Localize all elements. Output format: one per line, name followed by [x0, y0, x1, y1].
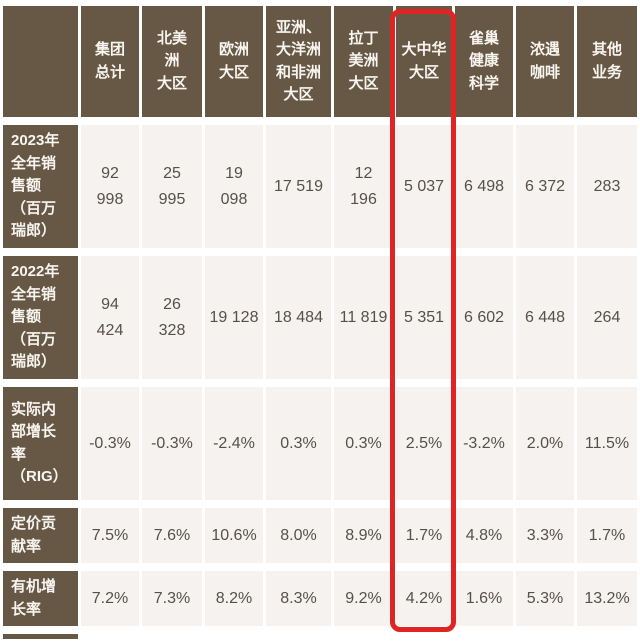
table-cell: 25 995: [142, 125, 202, 248]
table-cell-highlighted: 5 037: [396, 125, 452, 248]
table-cell: -2.4%: [205, 387, 263, 500]
column-header-aoa: 亚洲、 大洋洲 和非洲 大区: [266, 6, 331, 117]
table-cell: 94 424: [81, 256, 139, 379]
table-cell: 4.8%: [455, 508, 513, 563]
table-cell: 19 128: [205, 256, 263, 379]
row-header-2023-sales: 2023年 全年销 售额 （百万 瑞郎）: [3, 125, 78, 248]
table-cell: 2.0%: [516, 387, 574, 500]
table-cell: 6 602: [455, 256, 513, 379]
table-cell: -0.3%: [142, 387, 202, 500]
table-cell-highlighted: 1.7%: [396, 508, 452, 563]
column-header-latin-america: 拉丁 美洲 大区: [334, 6, 393, 117]
table-cell: 6 498: [455, 125, 513, 248]
row-header-pricing: 定价贡 献率: [3, 508, 78, 563]
table-cell: 11.5%: [577, 387, 637, 500]
table-cell: -3.2%: [455, 387, 513, 500]
table-cell: 0.3%: [334, 387, 393, 500]
table-cell: 8.2%: [205, 571, 263, 626]
table-cell: 19 098: [205, 125, 263, 248]
bottom-filler: [81, 634, 637, 639]
table-cell: 18 484: [266, 256, 331, 379]
table-cell: 7.2%: [81, 571, 139, 626]
table-cell: -0.3%: [81, 387, 139, 500]
table-cell: 8.0%: [266, 508, 331, 563]
table-cell-highlighted: 2.5%: [396, 387, 452, 500]
table-cell: 7.3%: [142, 571, 202, 626]
table-cell-highlighted: 5 351: [396, 256, 452, 379]
table-cell: 12 196: [334, 125, 393, 248]
column-header-health-science: 雀巢 健康 科学: [455, 6, 513, 117]
column-header-group-total: 集团 总计: [81, 6, 139, 117]
table-cell: 6 372: [516, 125, 574, 248]
table-cell: 1.7%: [577, 508, 637, 563]
next-row-header-peek: [3, 634, 78, 639]
row-header-organic-growth: 有机增 长率: [3, 571, 78, 626]
table-cell: 6 448: [516, 256, 574, 379]
table-cell: 11 819: [334, 256, 393, 379]
table-cell: 3.3%: [516, 508, 574, 563]
column-header-other: 其他 业务: [577, 6, 637, 117]
table-cell: 13.2%: [577, 571, 637, 626]
table-cell: 17 519: [266, 125, 331, 248]
table-cell: 8.3%: [266, 571, 331, 626]
table-grid: 集团 总计 北美 洲 大区 欧洲 大区 亚洲、 大洋洲 和非洲 大区 拉丁 美洲…: [3, 6, 637, 639]
table-cell: 92 998: [81, 125, 139, 248]
table-cell: 0.3%: [266, 387, 331, 500]
table-cell: 7.5%: [81, 508, 139, 563]
table-cell: 5.3%: [516, 571, 574, 626]
column-header-north-america: 北美 洲 大区: [142, 6, 202, 117]
table-cell-highlighted: 4.2%: [396, 571, 452, 626]
table-cell: 10.6%: [205, 508, 263, 563]
row-header-2022-sales: 2022年 全年销 售额 （百万 瑞郎）: [3, 256, 78, 379]
table-cell: 264: [577, 256, 637, 379]
table-cell: 283: [577, 125, 637, 248]
column-header-europe: 欧洲 大区: [205, 6, 263, 117]
column-header-nespresso: 浓遇 咖啡: [516, 6, 574, 117]
table-cell: 8.9%: [334, 508, 393, 563]
column-header-greater-china: 大中华 大区: [396, 6, 452, 117]
table-cell: 9.2%: [334, 571, 393, 626]
table-cell: 1.6%: [455, 571, 513, 626]
table-cell: 7.6%: [142, 508, 202, 563]
table-cell: 26 328: [142, 256, 202, 379]
row-header-rig: 实际内 部增长 率 （RIG）: [3, 387, 78, 500]
corner-cell: [3, 6, 78, 117]
